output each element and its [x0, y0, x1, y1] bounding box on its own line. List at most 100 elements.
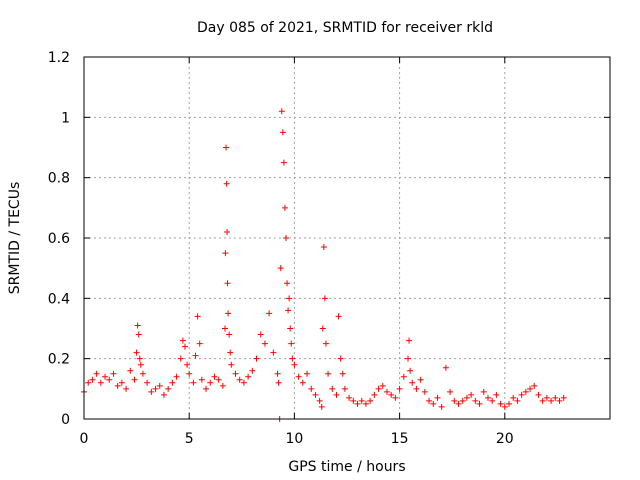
data-point — [224, 280, 231, 287]
data-point — [383, 388, 390, 395]
data-point — [543, 394, 550, 401]
data-point — [405, 355, 412, 362]
data-point — [156, 382, 163, 389]
data-point — [522, 388, 529, 395]
tick-labels: 0 5 10 15 20 0 0.2 0.4 0.6 0.8 1 1.2 — [48, 50, 514, 447]
x-tick-label: 15 — [391, 431, 409, 447]
data-point — [409, 379, 416, 386]
data-point — [278, 108, 285, 115]
data-point — [184, 361, 191, 368]
data-point — [476, 400, 483, 407]
data-point — [325, 370, 332, 377]
data-point — [110, 370, 117, 377]
data-point — [362, 400, 369, 407]
data-point — [510, 394, 517, 401]
data-point — [275, 379, 282, 386]
data-point — [442, 364, 449, 371]
data-point — [253, 355, 260, 362]
data-point — [190, 379, 197, 386]
data-point — [224, 228, 231, 235]
data-point — [459, 397, 466, 404]
data-point — [531, 382, 538, 389]
data-point — [133, 349, 140, 356]
data-point — [177, 355, 184, 362]
data-point — [203, 385, 210, 392]
data-point — [186, 370, 193, 377]
data-point — [406, 337, 413, 344]
data-point — [127, 367, 134, 374]
data-point — [333, 391, 340, 398]
data-point — [367, 397, 374, 404]
data-point — [560, 394, 567, 401]
data-point — [480, 388, 487, 395]
data-point — [527, 385, 534, 392]
data-point — [407, 367, 414, 374]
data-point — [106, 376, 113, 383]
data-point — [489, 397, 496, 404]
data-point — [279, 129, 286, 136]
y-tick-label: 0.4 — [48, 291, 70, 307]
x-tick-label: 5 — [185, 431, 194, 447]
data-point — [346, 394, 353, 401]
data-point — [329, 385, 336, 392]
data-point — [455, 400, 462, 407]
data-point — [535, 391, 542, 398]
data-point — [400, 373, 407, 380]
data-point — [282, 235, 289, 241]
data-point — [93, 370, 100, 377]
data-point — [358, 397, 365, 404]
data-point — [468, 391, 475, 398]
data-point — [430, 400, 437, 407]
y-tick-label: 1 — [61, 110, 70, 126]
data-point — [219, 382, 226, 389]
data-point — [236, 376, 243, 383]
data-point — [192, 352, 199, 359]
data-point — [225, 310, 232, 317]
y-axis-title: SRMTID / TECUs — [7, 182, 23, 295]
y-tick-label: 0.6 — [48, 231, 70, 247]
data-point — [548, 397, 555, 404]
data-point — [506, 400, 513, 407]
data-point — [320, 244, 327, 251]
data-point — [261, 340, 268, 347]
data-point — [371, 391, 378, 398]
data-point — [257, 331, 264, 338]
data-point — [413, 385, 420, 392]
data-point — [337, 355, 344, 362]
data-point — [447, 388, 454, 395]
data-point — [270, 349, 277, 356]
data-point — [421, 388, 428, 395]
data-point — [319, 325, 326, 332]
data-point — [501, 403, 508, 410]
y-tick-label: 0 — [61, 412, 70, 428]
data-point — [136, 355, 143, 362]
chart-title: Day 085 of 2021, SRMTID for receiver rkl… — [197, 20, 493, 36]
data-point — [280, 159, 287, 166]
data-point — [221, 325, 228, 332]
data-point — [493, 391, 500, 398]
data-point — [304, 370, 311, 377]
data-point — [472, 397, 479, 404]
data-point — [165, 385, 172, 392]
data-point — [148, 388, 155, 395]
data-point — [451, 397, 458, 404]
data-point — [114, 382, 121, 389]
data-point — [144, 379, 151, 386]
data-point — [211, 373, 218, 380]
axis-ticks — [83, 56, 610, 420]
data-point — [266, 310, 273, 317]
data-point — [137, 361, 144, 368]
data-point — [497, 400, 504, 407]
data-point — [322, 340, 329, 347]
data-point — [232, 370, 239, 377]
data-point — [240, 379, 247, 386]
data-point — [228, 361, 235, 368]
data-point — [417, 376, 424, 383]
data-point — [102, 373, 109, 380]
data-point — [89, 376, 96, 383]
data-point — [134, 322, 141, 329]
data-point — [339, 370, 346, 377]
data-point — [484, 394, 491, 401]
data-point — [173, 373, 180, 380]
data-point — [85, 379, 92, 386]
